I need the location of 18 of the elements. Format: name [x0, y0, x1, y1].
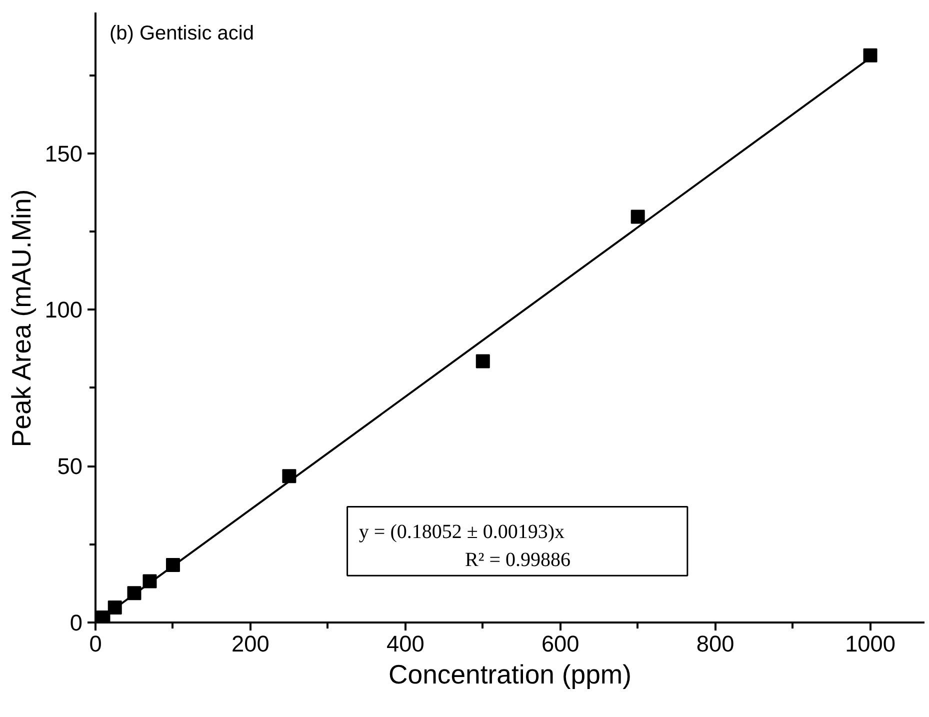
x-tick-label: 200	[232, 630, 270, 656]
y-tick-label: 50	[57, 453, 82, 480]
x-tick-label: 0	[89, 630, 102, 656]
annotation: y = (0.18052 ± 0.00193)x	[358, 520, 564, 543]
y-tick-label: 100	[44, 296, 83, 323]
x-tick-label: 600	[541, 630, 580, 656]
text: (b) Gentisic acid	[109, 22, 254, 44]
x-tick-label: 1000	[845, 630, 896, 656]
y-axis-title: Peak Area (mAU.Min)	[6, 189, 37, 448]
y-tick-label: 0	[70, 610, 83, 636]
point	[630, 210, 645, 224]
annotation: R² = 0.99886	[464, 548, 571, 571]
x-tick-label: 800	[696, 630, 734, 656]
point	[476, 354, 490, 368]
point	[863, 48, 878, 62]
x-axis-title: Concentration (ppm)	[388, 660, 632, 690]
y-tick-label: 150	[44, 140, 83, 166]
x-tick-label: 400	[386, 630, 424, 656]
